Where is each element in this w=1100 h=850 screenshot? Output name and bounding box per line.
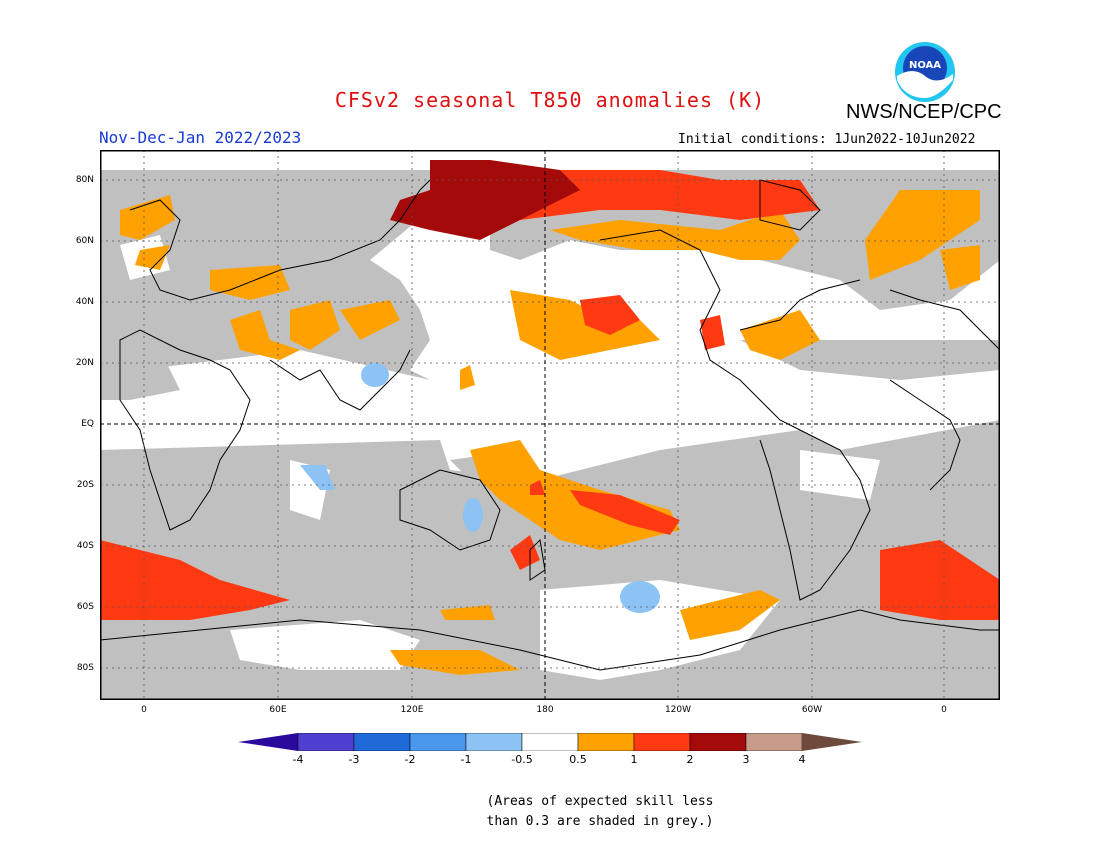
- lon-label-120w: 120W: [664, 705, 692, 715]
- anomaly-1-to-2: [100, 170, 1000, 620]
- colorbar-arrow-right: [802, 733, 862, 751]
- map-frame: [100, 150, 1000, 700]
- colorbar-cell: [297, 733, 355, 751]
- footnote-line-2: than 0.3 are shaded in grey.): [486, 814, 714, 829]
- coastlines: [100, 179, 1000, 671]
- lon-label-60e: 60E: [269, 705, 287, 715]
- lat-label-80n: 80N: [75, 175, 94, 185]
- colorbar-cell: [353, 733, 411, 751]
- colorbar-arrow-left: [238, 733, 298, 751]
- initial-conditions-label: Initial conditions: 1Jun2022-10Jun2022: [678, 132, 976, 147]
- colorbar-cell: [577, 733, 635, 751]
- colorbar-label: 2: [686, 753, 694, 766]
- lat-label-20n: 20N: [75, 358, 94, 368]
- lat-label-60s: 60S: [76, 602, 94, 612]
- colorbar-label: -2: [404, 753, 416, 766]
- colorbar-cell: [521, 733, 579, 751]
- footnote-line-1: (Areas of expected skill less: [486, 794, 714, 809]
- lat-label-40s: 40S: [76, 541, 94, 551]
- lon-label-120e: 120E: [400, 705, 424, 715]
- colorbar-cell: [633, 733, 691, 751]
- lat-label-20s: 20S: [76, 480, 94, 490]
- anomaly-neg-0.5-to-neg-1: [300, 363, 660, 613]
- skill-footnote: (Areas of expected skill less than 0.3 a…: [440, 792, 760, 832]
- lat-label-80s: 80S: [76, 663, 94, 673]
- lat-label-60n: 60N: [75, 236, 94, 246]
- graticule: [100, 150, 1000, 700]
- season-label: Nov-Dec-Jan 2022/2023: [99, 128, 302, 147]
- lat-label-eq: EQ: [81, 419, 94, 429]
- equator-dateline: [100, 150, 1000, 700]
- colorbar-label: 3: [742, 753, 750, 766]
- colorbar-label: 1: [630, 753, 638, 766]
- lon-label-180: 180: [536, 705, 554, 715]
- organization-label: NWS/NCEP/CPC: [846, 101, 1002, 123]
- colorbar-cell: [689, 733, 747, 751]
- map-title: CFSv2 seasonal T850 anomalies (K): [334, 88, 766, 112]
- lon-label-60w: 60W: [801, 705, 823, 715]
- logo-text: NOAA: [909, 60, 941, 71]
- anomaly-map: [100, 150, 1000, 700]
- colorbar-label: -4: [292, 753, 304, 766]
- colorbar: [238, 733, 862, 751]
- colorbar-label: 0.5: [569, 753, 587, 766]
- colorbar-label: -0.5: [511, 753, 533, 766]
- colorbar-cell: [465, 733, 523, 751]
- colorbar-label: 4: [798, 753, 806, 766]
- lat-label-40n: 40N: [75, 297, 94, 307]
- colorbar-cell: [409, 733, 467, 751]
- lon-label-0-west: 0: [141, 705, 147, 715]
- colorbar-cell: [745, 733, 803, 751]
- noaa-logo: NOAA: [895, 42, 955, 102]
- lon-label-0-east: 0: [941, 705, 947, 715]
- colorbar-label: -3: [348, 753, 360, 766]
- colorbar-label: -1: [460, 753, 472, 766]
